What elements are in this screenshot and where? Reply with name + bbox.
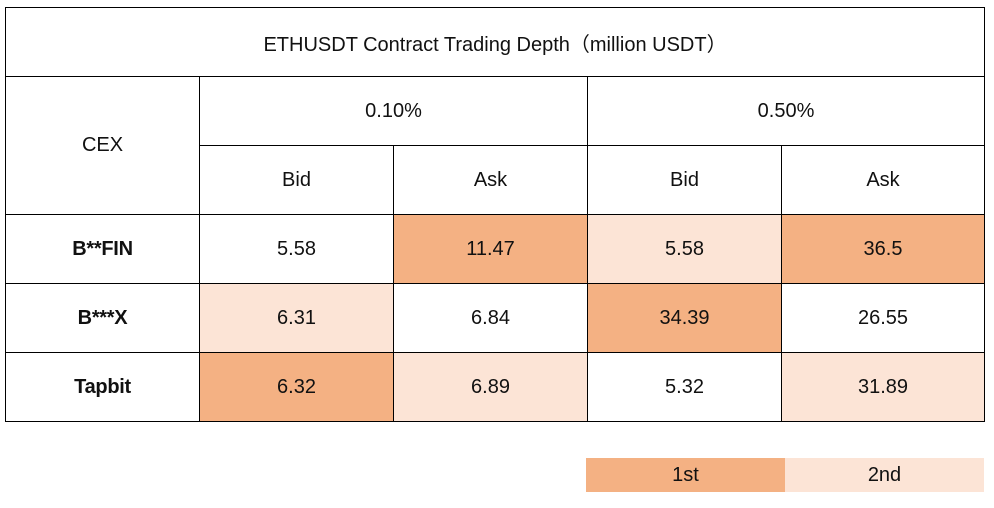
- table-row: B**FIN 5.58 11.47 5.58 36.5: [5, 214, 986, 284]
- rank-legend: 1st 2nd: [586, 458, 984, 492]
- depth-table: ETHUSDT Contract Trading Depth（million U…: [4, 7, 986, 422]
- value-cell: 34.39: [587, 283, 782, 353]
- group-header-1: 0.50%: [586, 76, 986, 146]
- value-cell: 6.31: [199, 283, 394, 353]
- sub-header-bid: Bid: [587, 145, 782, 215]
- group-header-0: 0.10%: [199, 76, 588, 146]
- sub-header-bid: Bid: [199, 145, 394, 215]
- table-title: ETHUSDT Contract Trading Depth（million U…: [4, 7, 986, 77]
- table-row: Tapbit 6.32 6.89 5.32 31.89: [5, 352, 986, 422]
- sub-header-ask: Ask: [780, 145, 986, 215]
- table-row: B***X 6.31 6.84 34.39 26.55: [5, 283, 986, 353]
- value-cell: 36.5: [780, 214, 986, 284]
- value-cell: 11.47: [393, 214, 588, 284]
- cex-name-cell: Tapbit: [5, 352, 200, 422]
- value-cell: 5.58: [587, 214, 782, 284]
- value-cell: 6.84: [393, 283, 588, 353]
- value-cell: 26.55: [780, 283, 986, 353]
- value-cell: 6.32: [199, 352, 394, 422]
- sub-header-ask: Ask: [393, 145, 588, 215]
- legend-first: 1st: [586, 458, 785, 492]
- value-cell: 5.32: [587, 352, 782, 422]
- value-cell: 5.58: [199, 214, 394, 284]
- legend-second: 2nd: [785, 458, 984, 492]
- cex-name-cell: B***X: [5, 283, 200, 353]
- value-cell: 6.89: [393, 352, 588, 422]
- cex-header: CEX: [5, 76, 200, 215]
- cex-name-cell: B**FIN: [5, 214, 200, 284]
- value-cell: 31.89: [780, 352, 986, 422]
